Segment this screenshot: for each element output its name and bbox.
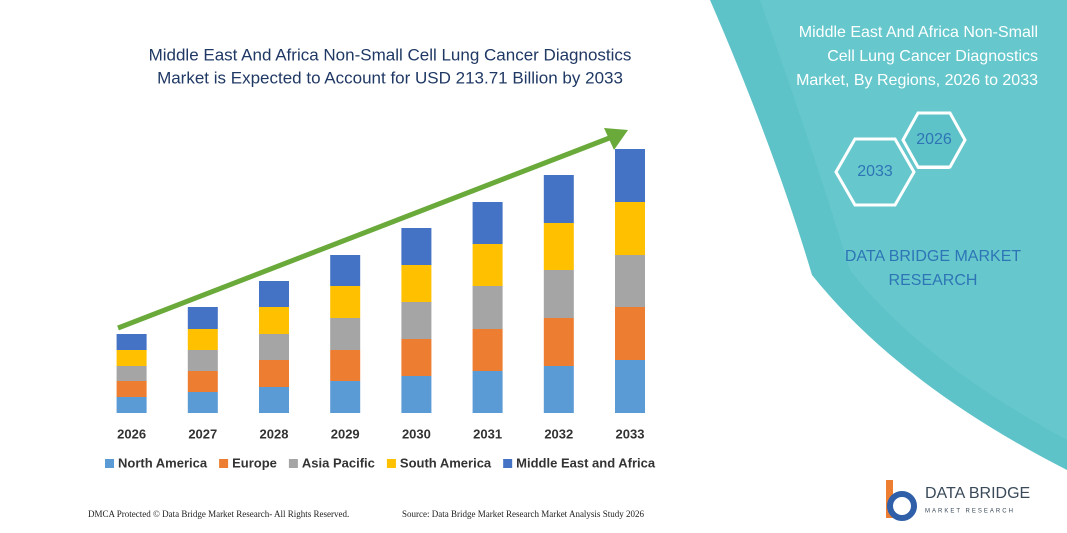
x-tick-label: 2026 [117,426,146,441]
x-tick-label: 2031 [473,426,502,441]
brand-text: RESEARCH [889,272,978,289]
x-tick-label: 2033 [616,426,645,441]
legend-swatch [386,459,396,468]
legend-swatch [219,459,229,468]
chart-title: Market is Expected to Account for USD 21… [157,68,623,87]
bar-segment [472,329,503,371]
logo-tagline: MARKET RESEARCH [925,509,1015,515]
side-panel-inner [760,0,1067,440]
footer-right: Source: Data Bridge Market Research Mark… [402,509,644,519]
bar-segment [330,286,361,318]
bar-segment [543,366,574,413]
x-tick-label: 2032 [544,426,573,441]
bar-segment [543,318,574,366]
logo-icon [887,491,917,521]
bar-segment [401,376,432,413]
brand-text: DATA BRIDGE MARKET [845,248,1022,265]
x-tick-label: 2028 [260,426,289,441]
legend-swatch [503,459,513,468]
bar-segment [187,392,218,413]
bar-segment [116,334,147,350]
x-tick-label: 2030 [402,426,431,441]
bar-segment [615,255,645,307]
bar-segment [116,397,147,413]
bar-segment [259,387,289,413]
bar-segment [187,371,218,392]
bar-segment [116,366,147,381]
hexagon [901,111,967,169]
bar-segment [543,223,574,270]
x-tick-label: 2027 [188,426,217,441]
logo [886,480,917,521]
bar-segment [330,381,361,413]
chart-title: Middle East And Africa Non-Small Cell Lu… [149,45,632,64]
x-tick-label: 2029 [331,426,360,441]
panel-title: Market, By Regions, 2026 to 2033 [796,72,1038,89]
bar-segment [401,302,432,339]
bar-segment [615,360,645,413]
trend-arrow-head [604,128,628,150]
footer-left: DMCA Protected © Data Bridge Market Rese… [88,509,349,519]
legend-swatch [105,459,114,468]
bar-segment [330,350,361,381]
bar-segment [401,228,432,265]
bar-segment [330,255,361,286]
logo-name: DATA BRIDGE [925,485,1030,502]
legend-label: Asia Pacific [302,455,375,470]
bar-segment [187,307,218,329]
bar-segment [187,329,218,350]
legend-label: Middle East and Africa [516,455,656,470]
bar-segment [401,265,432,302]
bar-segment [259,281,289,307]
hexagon-label: 2026 [916,131,952,148]
bar-segment [472,286,503,329]
bar-segment [615,307,645,360]
hexagon-label: 2033 [857,163,893,180]
legend-swatch [288,459,298,468]
bar-segment [259,360,289,387]
bar-segment [472,371,503,413]
bar-segment [615,149,645,202]
bar-segment [187,350,218,371]
bar-segment [259,334,289,360]
legend-label: Europe [232,455,277,470]
legend-label: South America [400,455,492,470]
bar-segment [543,270,574,318]
bar-segment [259,307,289,334]
bar-segment [615,202,645,255]
bar-segment [472,202,503,244]
trend-arrow [117,134,613,331]
bar-segment [543,175,574,223]
legend-label: North America [118,455,208,470]
bar-segment [116,381,147,397]
bar-segment [401,339,432,376]
hexagon [834,137,916,207]
bar-segment [116,350,147,366]
bar-segment [472,244,503,286]
bar-segment [330,318,361,350]
panel-title: Middle East And Africa Non-Small [799,24,1038,41]
panel-title: Cell Lung Cancer Diagnostics [827,48,1038,65]
